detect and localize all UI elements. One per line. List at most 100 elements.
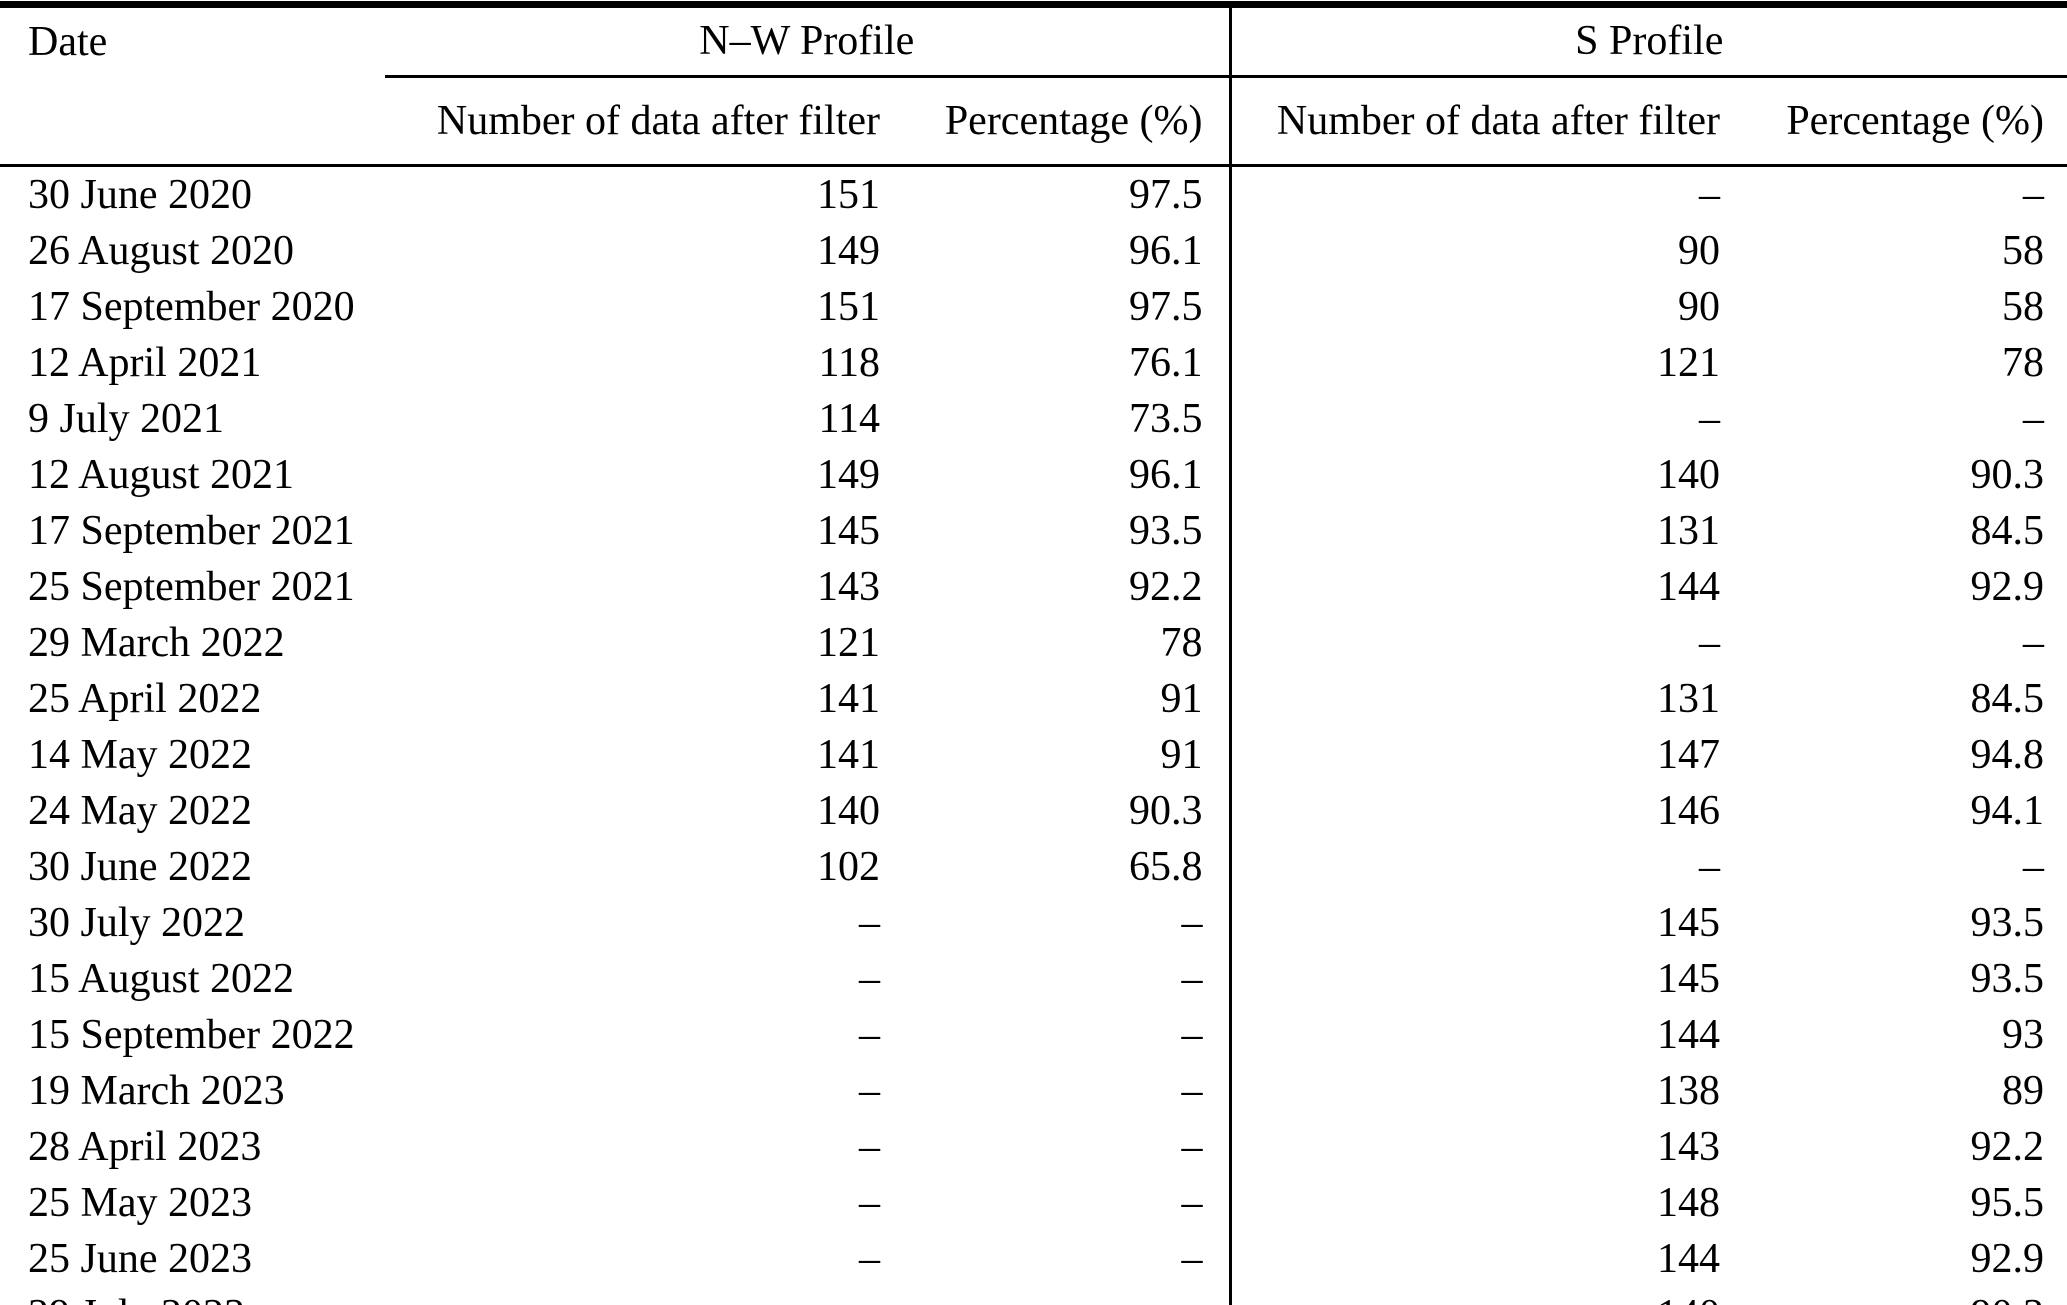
nw-count-cell: 141 bbox=[817, 731, 880, 778]
s-count-cell: 143 bbox=[1228, 1119, 1727, 1175]
s-percentage-cell: 78 bbox=[2002, 339, 2045, 386]
s-percentage-cell: – bbox=[2023, 395, 2045, 442]
date-cell: 17 September 2021 bbox=[28, 507, 355, 554]
s-count-cell: – bbox=[1228, 839, 1727, 895]
date-cell: 15 September 2022 bbox=[28, 1011, 355, 1058]
column-group-nw-profile: N–W Profile bbox=[385, 4, 1230, 78]
nw-count-cell: – bbox=[385, 1287, 885, 1305]
s-percentage-cell: 58 bbox=[2002, 283, 2045, 330]
nw-percentage-cell: – bbox=[885, 1287, 1230, 1305]
nw-percentage-cell: – bbox=[1181, 1123, 1203, 1170]
date-cell: 25 April 2022 bbox=[28, 675, 262, 722]
nw-percentage-cell: 97.5 bbox=[1129, 283, 1203, 330]
nw-percentage-cell: 65.8 bbox=[1129, 843, 1203, 890]
date-cell: 14 May 2022 bbox=[28, 731, 252, 778]
s-percentage-cell: 94.8 bbox=[1970, 731, 2045, 778]
nw-percentage-cell: – bbox=[1181, 899, 1203, 946]
date-cell: 26 August 2020 bbox=[28, 227, 295, 274]
s-count-cell: 145 bbox=[1228, 895, 1727, 951]
nw-count-cell: 121 bbox=[817, 619, 880, 666]
nw-count-cell: 102 bbox=[817, 843, 880, 890]
table-row: 24 May 2022 140 90.3 146 94.1 bbox=[0, 783, 2067, 839]
table-row: 12 August 2021 149 96.1 140 90.3 bbox=[0, 447, 2067, 503]
table-row: 15 August 2022– –145 93.5 bbox=[0, 951, 2067, 1007]
nw-percentage-cell: 93.5 bbox=[1129, 507, 1203, 554]
nw-count-cell: – bbox=[859, 899, 880, 946]
column-group-s-profile: S Profile bbox=[1228, 4, 2067, 78]
nw-percentage-cell: 90.3 bbox=[1129, 787, 1203, 834]
s-percentage-cell: 93 bbox=[2002, 1011, 2045, 1058]
date-cell: 17 September 2020 bbox=[28, 283, 355, 330]
nw-count-cell: – bbox=[859, 1011, 880, 1058]
date-cell: 30 June 2022 bbox=[28, 843, 252, 890]
s-percentage-cell: – bbox=[2023, 843, 2045, 890]
nw-count-cell: – bbox=[859, 1123, 880, 1170]
table-body: 30 June 2020 151 97.5– –26 August 2020 149 96… bbox=[0, 165, 2067, 1305]
s-count-cell: 138 bbox=[1228, 1063, 1727, 1119]
s-count-cell: 144 bbox=[1228, 1231, 1727, 1287]
table-row: 30 June 2020 151 97.5– – bbox=[0, 165, 2067, 223]
nw-percentage-cell: – bbox=[1181, 1235, 1203, 1282]
column-header-nw-count: Number of data after filter bbox=[385, 76, 885, 167]
s-count-cell: 147 bbox=[1228, 727, 1727, 783]
nw-percentage-cell: – bbox=[1181, 1067, 1203, 1114]
table-row: 17 September 2020 151 97.5 90 58 bbox=[0, 279, 2067, 335]
table-row: 9 July 2021 114 73.5– – bbox=[0, 391, 2067, 447]
s-count-cell: 144 bbox=[1228, 1007, 1727, 1063]
empty-header-cell bbox=[0, 76, 385, 167]
table-row: 12 April 2021 118 76.1 121 78 bbox=[0, 335, 2067, 391]
nw-percentage-cell: 73.5 bbox=[1129, 395, 1203, 442]
s-percentage-cell: 94.1 bbox=[1970, 787, 2045, 834]
nw-count-cell: – bbox=[859, 955, 880, 1002]
s-count-cell: 144 bbox=[1228, 559, 1727, 615]
s-count-cell: 146 bbox=[1228, 783, 1727, 839]
date-cell: 25 September 2021 bbox=[28, 563, 355, 610]
s-percentage-cell: 84.5 bbox=[1970, 507, 2045, 554]
nw-percentage-cell: 92.2 bbox=[1129, 563, 1203, 610]
s-count-cell: 90 bbox=[1228, 279, 1727, 335]
column-header-nw-percentage: Percentage (%) bbox=[885, 76, 1230, 167]
date-cell: 12 August 2021 bbox=[28, 451, 295, 498]
table-row: 25 September 2021 143 92.2 144 92.9 bbox=[0, 559, 2067, 615]
nw-count-cell: 140 bbox=[817, 787, 880, 834]
nw-percentage-cell: 76.1 bbox=[1129, 339, 1203, 386]
column-header-s-count: Number of data after filter bbox=[1228, 76, 1727, 167]
table-row: 15 September 2022– –144 93 bbox=[0, 1007, 2067, 1063]
date-cell: 28 April 2023 bbox=[28, 1123, 262, 1170]
s-percentage-cell: 90.3 bbox=[1970, 451, 2045, 498]
date-cell: 30 July 2022 bbox=[28, 899, 246, 946]
table-row: 14 May 2022 141 91 147 94.8 bbox=[0, 727, 2067, 783]
s-count-cell: 145 bbox=[1228, 951, 1727, 1007]
date-cell: 25 May 2023 bbox=[28, 1179, 252, 1226]
date-cell: 30 June 2020 bbox=[28, 171, 252, 218]
nw-percentage-cell: 78 bbox=[1160, 619, 1203, 666]
nw-count-cell: 149 bbox=[817, 227, 880, 274]
s-percentage-cell: – bbox=[2023, 619, 2045, 666]
s-percentage-cell: 93.5 bbox=[1970, 899, 2045, 946]
s-percentage-cell: 84.5 bbox=[1970, 675, 2045, 722]
nw-percentage-cell: – bbox=[1181, 955, 1203, 1002]
group-header-row: Date N–W Profile S Profile bbox=[0, 4, 2067, 78]
date-cell: 29 July 2023 bbox=[0, 1287, 385, 1305]
date-cell: 29 March 2022 bbox=[28, 619, 285, 666]
nw-count-cell: – bbox=[859, 1179, 880, 1226]
date-cell: 24 May 2022 bbox=[28, 787, 252, 834]
nw-count-cell: 143 bbox=[817, 563, 880, 610]
s-percentage-cell: – bbox=[2023, 171, 2045, 218]
nw-percentage-cell: 97.5 bbox=[1129, 171, 1203, 218]
nw-percentage-cell: – bbox=[1181, 1179, 1203, 1226]
s-count-cell: 131 bbox=[1228, 503, 1727, 559]
table-row: 26 August 2020 149 96.1 90 58 bbox=[0, 223, 2067, 279]
sub-header-row: Number of data after filter Percentage (… bbox=[0, 76, 2067, 167]
s-percentage-cell: 92.2 bbox=[1970, 1123, 2045, 1170]
nw-count-cell: 149 bbox=[817, 451, 880, 498]
nw-count-cell: 145 bbox=[817, 507, 880, 554]
table-row: 30 July 2022– –145 93.5 bbox=[0, 895, 2067, 951]
nw-count-cell: 114 bbox=[818, 395, 880, 442]
s-percentage-cell: 92.9 bbox=[1970, 1235, 2045, 1282]
table-row: 25 April 2022 141 91 131 84.5 bbox=[0, 671, 2067, 727]
date-cell: 12 April 2021 bbox=[28, 339, 262, 386]
s-percentage-cell: 93.5 bbox=[1970, 955, 2045, 1002]
